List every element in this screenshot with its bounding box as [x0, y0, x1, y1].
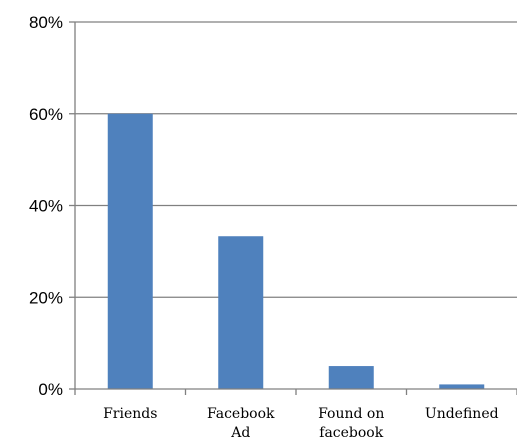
- bar: [439, 384, 485, 389]
- x-tick-label-line: facebook: [319, 425, 383, 441]
- y-tick-label: 20%: [29, 288, 63, 307]
- y-tick-label: 80%: [29, 13, 63, 32]
- y-tick-label: 60%: [29, 105, 63, 124]
- y-tick-label: 40%: [29, 197, 63, 216]
- x-tick-label-line: Facebook: [207, 406, 275, 422]
- bar: [218, 236, 264, 389]
- bars: [107, 113, 485, 389]
- y-tick-label: 0%: [38, 380, 63, 399]
- axes: [69, 21, 517, 395]
- y-axis-ticks: 0% 20% 40% 60% 80%: [29, 13, 63, 399]
- bar: [328, 366, 374, 389]
- x-tick-label: Friends: [103, 406, 157, 422]
- x-tick-label: Undefined: [425, 406, 499, 422]
- x-tick-label-line: Ad: [230, 425, 250, 441]
- x-axis-ticks: Friends Facebook Ad Found on facebook Undefin…: [103, 406, 499, 441]
- x-tick-label-line: Undefined: [425, 406, 499, 422]
- x-tick-label: Facebook Ad: [207, 406, 275, 441]
- x-tick-label: Found on facebook: [318, 406, 384, 441]
- x-tick-label-line: Friends: [103, 406, 157, 422]
- x-tick-label-line: Found on: [318, 406, 384, 422]
- bar: [107, 113, 153, 389]
